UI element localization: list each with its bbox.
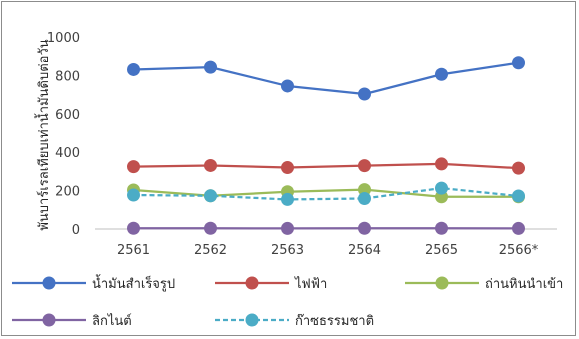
y-tick-label: 0 (72, 223, 80, 238)
data-point (204, 221, 217, 235)
data-point (358, 191, 371, 205)
y-axis-label: พันบาร์เรลเทียบเท่าน้ำมันดิบต่อวัน (34, 39, 52, 230)
data-point (435, 221, 448, 235)
legend-item: ถ่านหินนำเข้า (405, 276, 563, 292)
legend-label: น้ำมันสำเร็จรูป (92, 274, 175, 292)
data-point (512, 221, 525, 235)
data-point (358, 159, 371, 173)
data-point (358, 87, 371, 101)
legend: น้ำมันสำเร็จรูป ไฟฟ้า ถ่านหินนำเข้าลิกไนต์… (12, 274, 563, 329)
legend-item: ก๊าซธรรมชาติ (215, 313, 374, 329)
legend-swatch-marker (435, 276, 449, 290)
y-tick-label: 1000 (47, 31, 80, 46)
data-point (281, 192, 294, 206)
x-tick-label: 2563 (271, 243, 304, 258)
legend-item: น้ำมันสำเร็จรูป (12, 274, 175, 292)
series-ก๊าซธรรมชาติ (127, 181, 525, 206)
data-point (435, 157, 448, 171)
data-point (281, 79, 294, 93)
series-ไฟฟ้า (127, 157, 525, 175)
legend-label: ไฟฟ้า (294, 276, 327, 292)
data-point (127, 188, 140, 202)
y-axis-ticks: 0 200 400 600 800 1000 (47, 31, 80, 238)
y-tick-label: 800 (55, 69, 80, 84)
data-point (512, 161, 525, 175)
legend-swatch-marker (42, 313, 56, 327)
series-น้ำมันสำเร็จรูป (127, 56, 525, 101)
data-point (435, 181, 448, 195)
data-point (204, 189, 217, 203)
series-line (133, 162, 519, 170)
data-point (358, 221, 371, 235)
legend-swatch-marker (42, 276, 56, 290)
series-line (133, 61, 519, 96)
x-tick-label: 2561 (117, 243, 150, 258)
legend-swatch-marker (245, 313, 259, 327)
data-point (204, 158, 217, 172)
legend-swatch-marker (245, 276, 259, 290)
data-point (512, 189, 525, 203)
legend-item: ไฟฟ้า (215, 276, 327, 292)
series-line (133, 186, 519, 201)
data-point (512, 56, 525, 70)
y-tick-label: 200 (55, 185, 80, 200)
series-layer (127, 56, 525, 235)
series-ลิกไนต์ (127, 221, 525, 235)
legend-label: ก๊าซธรรมชาติ (295, 314, 374, 329)
legend-item: ลิกไนต์ (12, 313, 132, 329)
legend-label: ถ่านหินนำเข้า (485, 277, 563, 292)
y-tick-label: 400 (55, 146, 80, 161)
data-point (281, 221, 294, 235)
x-tick-label: 2562 (194, 243, 227, 258)
data-point (281, 161, 294, 175)
x-tick-label: 2565 (425, 243, 458, 258)
series-ถ่านหินนำเข้า (127, 183, 525, 204)
data-point (204, 60, 217, 74)
data-point (127, 62, 140, 76)
data-point (435, 67, 448, 81)
data-point (127, 221, 140, 235)
data-point (127, 160, 140, 174)
y-tick-label: 600 (55, 108, 80, 123)
legend-label: ลิกไนต์ (92, 313, 132, 329)
x-tick-label: 2564 (348, 243, 381, 258)
x-axis-ticks: 2561 2562 2563 2564 2565 2566* (117, 243, 539, 258)
x-tick-label: 2566* (499, 243, 539, 258)
